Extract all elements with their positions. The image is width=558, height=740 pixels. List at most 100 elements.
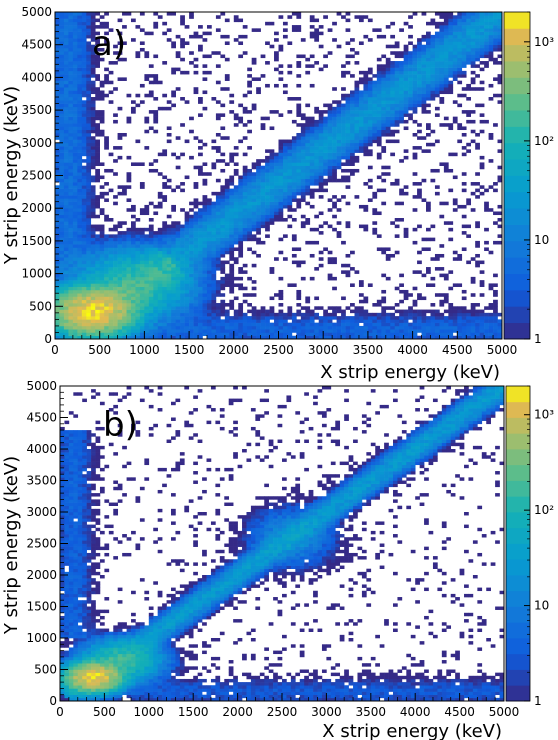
panel-a-heatmap-cell [242,208,248,212]
panel-a-heatmap-cell [484,18,489,23]
panel-a-heatmap-cell [305,119,311,124]
panel-a-heatmap-cell [300,116,306,121]
panel-a-heatmap-cell [354,113,360,117]
panel-a-heatmap-cell [363,152,369,157]
panel-a-heatmap-cell [113,44,118,49]
panel-a-heatmap-cell [157,191,163,196]
panel-a-heatmap-cell [233,18,239,23]
panel-a-heatmap-cell [180,182,185,186]
panel-a-heatmap-cell [358,146,364,150]
panel-a-heatmap-cell [417,224,422,229]
panel-a-heatmap-cell [336,316,342,320]
panel-a-heatmap-cell [55,152,60,157]
panel-a-heatmap-cell [457,322,463,327]
panel-a-heatmap-cell [470,208,476,212]
panel-a-heatmap-cell [417,293,422,297]
panel-a-heatmap-cell [399,51,404,55]
panel-a-heatmap-cell [336,332,342,337]
panel-a-heatmap-cell [59,123,65,127]
panel-a-heatmap-cell [148,309,154,314]
panel-a-heatmap-cell [390,44,396,49]
panel-a-heatmap-cell [135,93,141,98]
panel-a-heatmap-cell [233,296,239,301]
panel-a-heatmap-cell [403,155,409,160]
panel-a-heatmap-cell [68,289,74,294]
panel-a-heatmap-cell [72,322,78,327]
panel-a-heatmap-cell [86,146,92,150]
panel-a-heatmap-cell [202,201,208,206]
panel-a-heatmap-cell [166,132,172,137]
panel-a-heatmap-cell [90,67,96,72]
panel-a-heatmap-cell [90,296,96,301]
panel-a-heatmap-cell [72,211,78,216]
panel-a-heatmap-cell [144,325,150,330]
panel-a-heatmap-cell [113,250,118,255]
panel-a-heatmap-cell [95,250,100,255]
panel-a-heatmap-cell [211,201,217,206]
panel-a-heatmap-cell [148,325,154,330]
panel-a-heatmap-cell [475,31,480,36]
panel-a-heatmap-cell [363,87,369,91]
panel-a-heatmap-cell [394,123,400,127]
panel-a-heatmap-cell [193,237,199,242]
panel-a-heatmap-cell [430,47,436,52]
panel-a-heatmap-cell [457,93,463,98]
panel-a-heatmap-cell [95,57,100,62]
panel-a-heatmap-cell [99,240,105,245]
panel-a-heatmap-cell [202,198,208,202]
panel-a-heatmap-cell [211,244,217,248]
panel-a-heatmap-cell [153,204,159,209]
panel-a-heatmap-cell [390,103,396,108]
panel-a-heatmap-cell [193,303,199,307]
panel-a-heatmap-cell [345,332,351,337]
panel-a-heatmap-cell [90,250,96,255]
panel-a-heatmap-cell [434,332,440,337]
panel-a-heatmap-cell [113,303,118,307]
panel-a-heatmap-cell [220,322,226,327]
panel-a-heatmap-cell [497,18,503,23]
panel-a-heatmap-cell [108,322,114,327]
panel-a-heatmap-cell [211,289,217,294]
panel-a-heatmap-cell [90,31,96,36]
panel-a-heatmap-cell [439,244,445,248]
panel-a-heatmap-cell [162,267,168,271]
panel-a-heatmap-cell [417,61,422,65]
panel-a-heatmap-cell [479,44,485,49]
panel-a-heatmap-cell [198,329,203,333]
panel-a-heatmap-cell [314,312,320,317]
panel-a-heatmap-cell [448,87,454,91]
panel-a-x-ticks: 0 500 1000 1500 2000 2500 3000 3500 4000 4500 5000 [51,331,517,357]
panel-a-heatmap-cell [68,267,74,271]
panel-a-heatmap-cell [198,234,203,238]
panel-a-heatmap-cell [86,208,92,212]
panel-a-heatmap-cell [265,312,270,317]
panel-a-heatmap-cell [376,329,382,333]
panel-a-heatmap-cell [220,247,226,252]
panel-a-heatmap-cell [184,335,190,340]
panel-a-heatmap-cell [157,80,163,85]
panel-a-heatmap-cell [274,67,279,72]
panel-a-heatmap-cell [86,299,92,304]
panel-a-heatmap-cell [417,146,422,150]
panel-a-heatmap-cell [166,332,172,337]
panel-a-heatmap-cell [475,325,480,330]
panel-a-heatmap-cell [260,240,266,245]
panel-a-heatmap-cell [229,231,235,235]
panel-a-heatmap-cell [139,263,145,268]
panel-a-heatmap-cell [59,240,65,245]
panel-a-heatmap-cell [479,185,485,189]
panel-a-heatmap-cell [68,332,74,337]
panel-a-heatmap-cell [63,221,69,225]
panel-a-heatmap-cell [90,175,96,180]
panel-a-heatmap-cell [95,227,100,232]
panel-a-heatmap-cell [461,309,467,314]
panel-a-heatmap-cell [180,38,185,42]
panel-a-heatmap-cell [139,306,145,310]
panel-a-heatmap-cell [497,312,503,317]
panel-a-heatmap-cell [439,15,445,19]
panel-a-heatmap-cell [305,191,311,196]
panel-a-heatmap-cell [269,149,275,153]
panel-a-heatmap-cell [251,221,257,225]
panel-a-heatmap-cell [99,110,105,114]
panel-a-heatmap-cell [269,159,275,163]
